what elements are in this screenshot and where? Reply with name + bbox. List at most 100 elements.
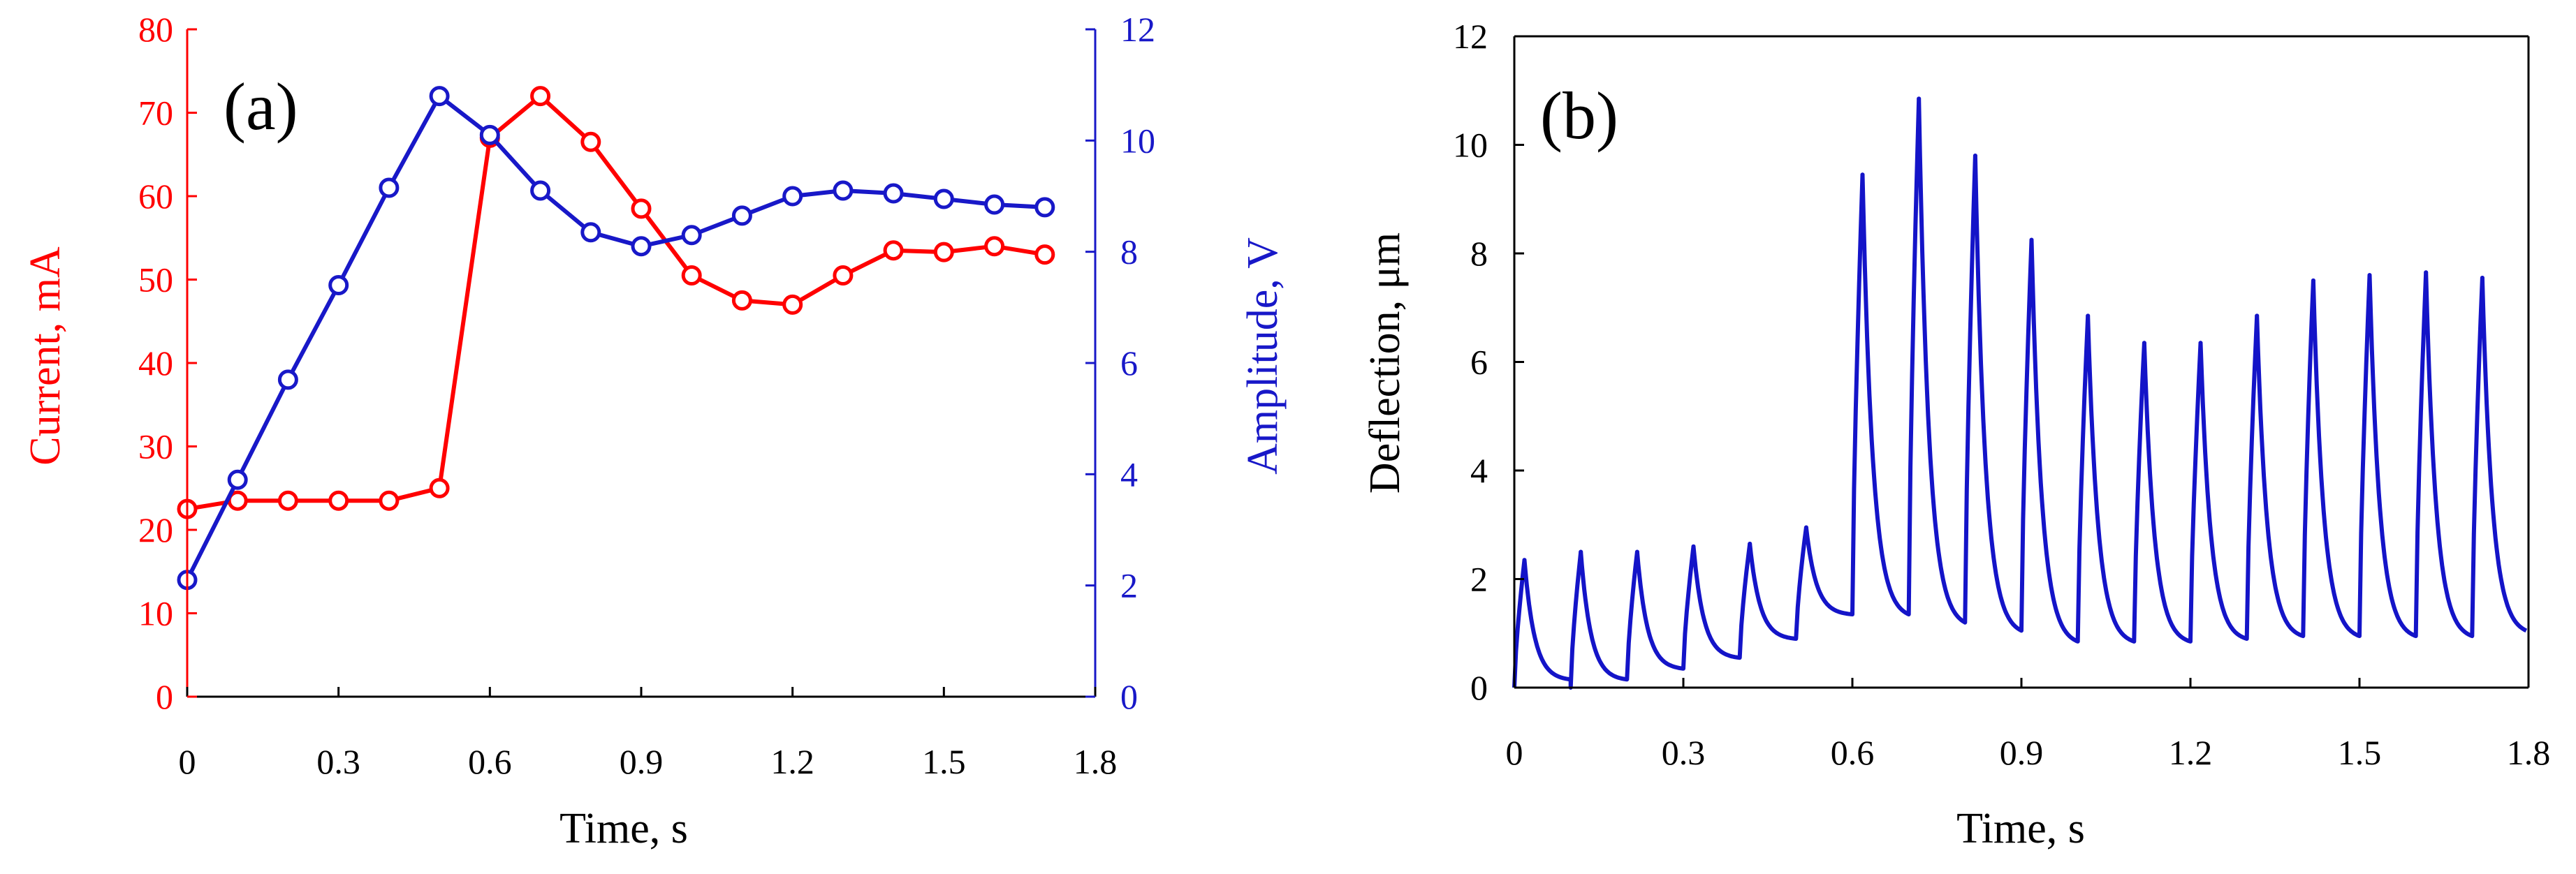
x-tick-label: 1.8 — [1074, 742, 1118, 781]
deflection-peak-point — [1691, 544, 1696, 549]
panel-b-x-tick-label: 0.9 — [2000, 733, 2044, 772]
left-y-tick-label: 10 — [138, 594, 173, 633]
left-y-tick-label: 80 — [138, 10, 173, 49]
panel-b-y-tick-label: 2 — [1470, 560, 1488, 599]
amplitude-point — [429, 86, 450, 107]
amplitude-point — [277, 369, 298, 390]
current-point — [933, 242, 954, 262]
left-y-tick-label: 30 — [138, 427, 173, 466]
current-point — [984, 236, 1005, 257]
panel-b-x-tick-label: 1.8 — [2507, 733, 2551, 772]
panel-b-x-tick-label: 1.2 — [2169, 733, 2213, 772]
deflection-peak-point — [2142, 341, 2146, 346]
x-tick-label: 0.9 — [620, 742, 664, 781]
deflection-peak-point — [2480, 276, 2484, 280]
deflection-peak-point — [2311, 278, 2315, 283]
amplitude-point — [833, 180, 854, 201]
left-y-tick-label: 40 — [138, 343, 173, 383]
amplitude-point — [883, 183, 904, 204]
panel-b-x-tick-label: 0.3 — [1662, 733, 1706, 772]
amplitude-series-line — [185, 94, 1045, 582]
right-y-tick-label: 12 — [1120, 10, 1155, 49]
current-point — [580, 131, 601, 152]
amplitude-point — [227, 469, 248, 490]
amplitude-point — [782, 186, 803, 207]
amplitude-point — [580, 222, 601, 243]
deflection-series-line — [1512, 96, 2528, 690]
amplitude-point — [1034, 197, 1055, 218]
panel-b-y-tick-label: 8 — [1470, 234, 1488, 273]
right-y-tick-label: 10 — [1120, 121, 1155, 160]
panel-a-right-axis-label: Amplitude, V — [1239, 237, 1287, 475]
panel-b-axes: 0 0.3 0.6 0.9 1.2 1.5 1.8 0 2 4 6 8 10 12 — [1453, 17, 2550, 772]
left-y-tick-label: 50 — [138, 260, 173, 299]
amplitude-point — [328, 275, 349, 295]
deflection-peak-point — [1748, 542, 1752, 546]
panel-a-left-axis-label: Current, mA — [22, 246, 69, 466]
amplitude-point — [933, 188, 954, 209]
current-point — [731, 290, 752, 311]
x-tick-label: 1.2 — [770, 742, 814, 781]
right-y-tick-label: 8 — [1120, 232, 1138, 272]
current-point — [782, 294, 803, 315]
deflection-peak-point — [1917, 96, 1922, 101]
current-point — [1034, 244, 1055, 265]
deflection-peak-point — [2367, 273, 2372, 278]
amplitude-point — [379, 177, 400, 198]
current-point — [833, 265, 854, 286]
amplitude-point — [731, 205, 752, 226]
current-point — [277, 490, 298, 511]
deflection-peak-point — [1860, 172, 1865, 177]
current-point — [328, 490, 349, 511]
deflection-peak-point — [1634, 549, 1639, 554]
current-series-line — [186, 94, 1046, 512]
current-point — [530, 86, 551, 107]
deflection-peak-point — [1803, 525, 1808, 530]
panel-b-y-tick-label: 4 — [1470, 451, 1488, 490]
current-point — [681, 265, 702, 286]
amplitude-point — [479, 124, 500, 145]
deflection-peak-point — [2086, 313, 2091, 318]
deflection-peak-point — [2424, 270, 2429, 275]
right-y-tick-label: 2 — [1120, 566, 1138, 605]
current-point — [631, 198, 652, 219]
panel-a-chart: (a) 0 0.3 0.6 0.9 1.2 1.5 1.801020304050607080… — [22, 10, 1287, 852]
panel-b-y-tick-label: 12 — [1453, 17, 1488, 56]
panel-a-label: (a) — [224, 69, 298, 144]
panel-b-y-tick-label: 0 — [1470, 668, 1488, 707]
left-y-tick-label: 70 — [138, 94, 173, 133]
panel-b-x-tick-label: 0.6 — [1831, 733, 1875, 772]
amplitude-point — [984, 194, 1005, 215]
left-y-tick-label: 60 — [138, 177, 173, 216]
left-y-tick-label: 0 — [156, 677, 173, 716]
amplitude-point — [631, 236, 652, 257]
left-y-tick-label: 20 — [138, 510, 173, 549]
current-point — [883, 240, 904, 261]
current-point — [379, 490, 400, 511]
deflection-peak-point — [1522, 558, 1527, 563]
x-tick-label: 0.3 — [316, 742, 360, 781]
right-y-tick-label: 0 — [1120, 677, 1138, 716]
x-tick-label: 0.6 — [468, 742, 512, 781]
panel-b-y-tick-label: 6 — [1470, 343, 1488, 382]
deflection-peak-point — [1973, 154, 1977, 158]
deflection-peak-point — [2029, 237, 2034, 242]
panel-a-series — [177, 86, 1055, 591]
panel-b-chart: 0 0.3 0.6 0.9 1.2 1.5 1.8 0 2 4 6 8 10 12 (b) Time, s… — [1361, 17, 2550, 852]
panel-b-x-tick-label: 1.5 — [2338, 733, 2382, 772]
panel-b-x-tick-label: 0 — [1506, 733, 1523, 772]
deflection-peak-point — [1579, 549, 1583, 554]
x-tick-label: 1.5 — [922, 742, 966, 781]
right-y-tick-label: 6 — [1120, 343, 1138, 383]
panel-a-axes: 0 0.3 0.6 0.9 1.2 1.5 1.8010203040506070800246… — [138, 10, 1155, 781]
amplitude-point — [530, 180, 551, 201]
right-y-tick-label: 4 — [1120, 454, 1138, 494]
amplitude-point — [681, 225, 702, 246]
panel-b-x-axis-label: Time, s — [1956, 805, 2085, 852]
panel-b-label: (b) — [1540, 78, 1618, 153]
panel-b-y-axis-label: Deflection, μm — [1361, 232, 1409, 494]
panel-b-y-tick-label: 10 — [1453, 126, 1488, 165]
current-point — [429, 477, 450, 498]
x-tick-label: 0 — [179, 742, 196, 781]
